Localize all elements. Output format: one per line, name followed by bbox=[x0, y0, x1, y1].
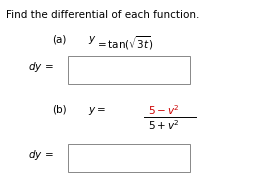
Text: Find the differential of each function.: Find the differential of each function. bbox=[6, 10, 199, 20]
Text: $dy\,=$: $dy\,=$ bbox=[28, 60, 54, 74]
Text: $y =$: $y =$ bbox=[88, 105, 106, 117]
Text: $dy\,=$: $dy\,=$ bbox=[28, 148, 54, 162]
Text: (a): (a) bbox=[52, 34, 66, 44]
Text: $= \mathrm{tan}(\sqrt{3t})$: $= \mathrm{tan}(\sqrt{3t})$ bbox=[95, 34, 154, 52]
Text: $5-v^2$: $5-v^2$ bbox=[148, 103, 180, 117]
Text: (b): (b) bbox=[52, 105, 67, 115]
FancyBboxPatch shape bbox=[68, 56, 190, 84]
FancyBboxPatch shape bbox=[68, 144, 190, 172]
Text: $y$: $y$ bbox=[88, 34, 96, 46]
Text: $5+v^2$: $5+v^2$ bbox=[148, 118, 180, 132]
